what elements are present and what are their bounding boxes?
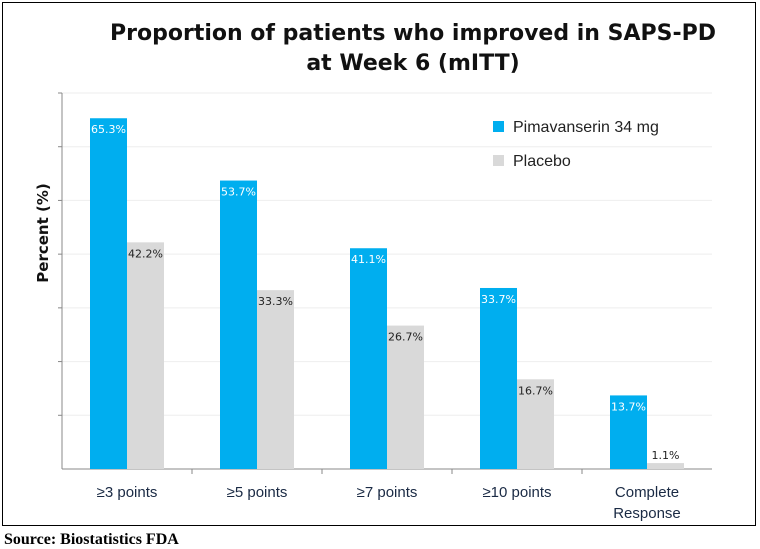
- bar-placebo: [647, 463, 684, 469]
- data-label: 16.7%: [518, 384, 553, 397]
- x-tick-label: Complete: [615, 484, 679, 501]
- bar-placebo: [387, 325, 424, 469]
- bar-pimavanserin: [350, 248, 387, 469]
- bar-chart: 65.3% 42.2% ≥3 points 53.7% 33.3% ≥5 points 41…: [58, 92, 712, 522]
- legend-label: Pimavanserin 34 mg: [513, 119, 659, 136]
- bar-placebo: [127, 242, 164, 469]
- data-label: 1.1%: [652, 449, 680, 462]
- legend-swatch: [493, 155, 504, 166]
- data-label: 33.7%: [481, 293, 516, 306]
- bar-pimavanserin: [220, 180, 257, 469]
- source-note: Source: Biostatistics FDA: [4, 531, 179, 548]
- data-label: 42.2%: [128, 247, 163, 260]
- data-label: 26.7%: [388, 331, 423, 344]
- bar-placebo: [517, 379, 554, 469]
- data-label: 53.7%: [221, 186, 256, 199]
- data-label: 33.3%: [258, 295, 293, 308]
- x-tick-label: ≥7 points: [357, 484, 418, 501]
- bar-pimavanserin: [90, 118, 127, 469]
- x-tick-label: ≥3 points: [97, 484, 158, 501]
- bar-pimavanserin: [480, 287, 517, 469]
- x-tick-label: Response: [613, 505, 681, 522]
- chart-title: Proportion of patients who improved in S…: [110, 21, 716, 76]
- x-tick-label: ≥5 points: [227, 484, 288, 501]
- bar-pimavanserin: [610, 395, 647, 469]
- data-label: 65.3%: [91, 123, 126, 136]
- data-label: 13.7%: [611, 400, 646, 413]
- x-tick-label: ≥10 points: [482, 484, 551, 501]
- legend-label: Placebo: [513, 153, 571, 170]
- data-label: 41.1%: [351, 253, 386, 266]
- legend-swatch: [493, 121, 504, 132]
- bar-placebo: [257, 290, 294, 469]
